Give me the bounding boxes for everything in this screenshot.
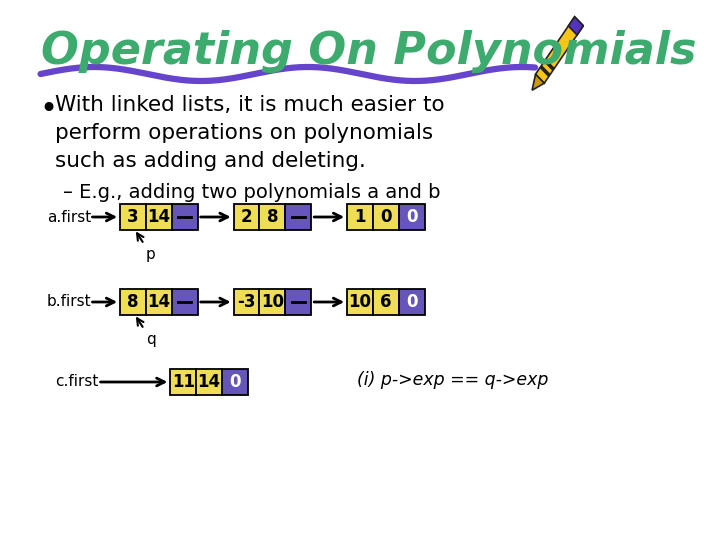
Bar	[285, 204, 311, 230]
Text: 1: 1	[354, 208, 366, 226]
Bar	[373, 289, 399, 315]
Bar	[347, 204, 373, 230]
Text: p: p	[137, 233, 156, 262]
Text: •: •	[39, 95, 57, 124]
Text: 0: 0	[406, 208, 418, 226]
Text: 2: 2	[240, 208, 252, 226]
Text: 14: 14	[148, 293, 171, 311]
Bar	[373, 204, 399, 230]
Text: 6: 6	[380, 293, 392, 311]
Bar	[399, 289, 425, 315]
Bar	[222, 369, 248, 395]
Bar	[233, 204, 259, 230]
Text: 8: 8	[127, 293, 139, 311]
Text: such as adding and deleting.: such as adding and deleting.	[55, 151, 366, 171]
Text: Operating On Polynomials: Operating On Polynomials	[40, 30, 696, 73]
Text: -3: -3	[237, 293, 256, 311]
Bar	[536, 17, 583, 83]
Bar	[347, 289, 373, 315]
Text: 10: 10	[348, 293, 372, 311]
Polygon shape	[532, 74, 544, 90]
Bar	[172, 204, 198, 230]
Text: perform operations on polynomials: perform operations on polynomials	[55, 123, 433, 143]
Bar	[170, 369, 197, 395]
Bar	[146, 289, 172, 315]
Bar	[568, 17, 583, 35]
Bar	[146, 204, 172, 230]
Bar	[259, 204, 285, 230]
Bar	[233, 289, 259, 315]
Text: a.first: a.first	[47, 210, 91, 225]
Text: 14: 14	[148, 208, 171, 226]
Bar	[172, 289, 198, 315]
Text: 11: 11	[172, 373, 194, 391]
Text: q: q	[137, 318, 156, 347]
Text: c.first: c.first	[55, 375, 99, 389]
Text: 0: 0	[230, 373, 241, 391]
Text: 14: 14	[197, 373, 221, 391]
Text: 10: 10	[261, 293, 284, 311]
Bar	[259, 289, 285, 315]
Bar	[544, 59, 554, 71]
Bar	[540, 65, 551, 77]
Bar	[197, 369, 222, 395]
Bar	[399, 204, 425, 230]
Text: 0: 0	[380, 208, 392, 226]
Text: – E.g., adding two polynomials a and b: – E.g., adding two polynomials a and b	[63, 183, 441, 202]
Bar	[120, 289, 146, 315]
Text: (i) p->exp == q->exp: (i) p->exp == q->exp	[356, 371, 548, 389]
Text: 3: 3	[127, 208, 139, 226]
Text: 0: 0	[406, 293, 418, 311]
Bar	[120, 204, 146, 230]
Text: With linked lists, it is much easier to: With linked lists, it is much easier to	[55, 95, 445, 115]
Bar	[285, 289, 311, 315]
Text: b.first: b.first	[47, 294, 91, 309]
Text: 8: 8	[266, 208, 278, 226]
